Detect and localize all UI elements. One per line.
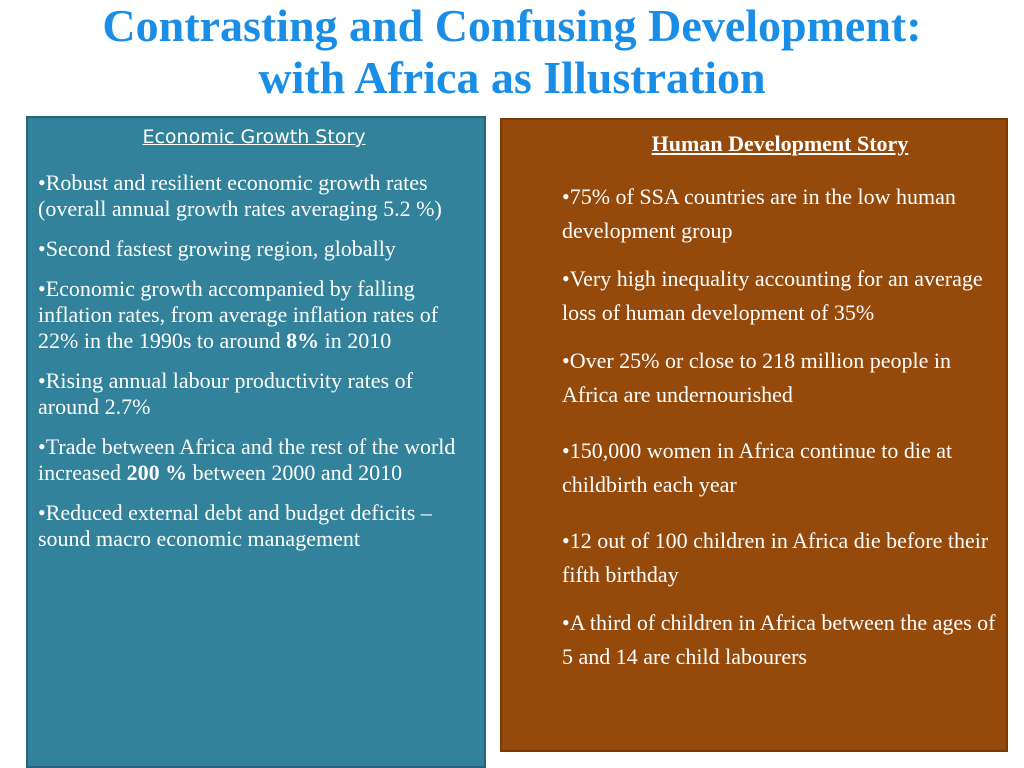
bullet-text: in 2010 — [319, 328, 392, 353]
bullet-emphasis: 200 % — [126, 460, 188, 485]
human-development-bullet: •Over 25% or close to 218 million people… — [562, 348, 951, 407]
human-development-bullet: •A third of children in Africa between t… — [562, 610, 996, 669]
slide-title: Contrasting and Confusing Development: w… — [0, 0, 1024, 104]
slide-title-line-1: Contrasting and Confusing Development: — [102, 0, 922, 51]
economic-growth-bullet: •Economic growth accompanied by falling … — [38, 276, 470, 354]
human-development-bullet: •75% of SSA countries are in the low hum… — [562, 184, 956, 243]
economic-growth-heading: Economic Growth Story — [142, 126, 366, 148]
human-development-bullets: •75% of SSA countries are in the low hum… — [562, 180, 998, 674]
economic-growth-bullet: •Second fastest growing region, globally — [38, 236, 396, 261]
economic-growth-bullet: •Reduced external debt and budget defici… — [38, 500, 432, 551]
economic-growth-bullets: •Robust and resilient economic growth ra… — [38, 170, 470, 552]
economic-growth-bullet: •Trade between Africa and the rest of th… — [38, 434, 470, 486]
economic-growth-bullet: •Robust and resilient economic growth ra… — [38, 170, 442, 221]
human-development-panel: Human Development Story •75% of SSA coun… — [500, 118, 1008, 752]
human-development-bullet: •150,000 women in Africa continue to die… — [562, 438, 953, 497]
human-development-heading: Human Development Story — [651, 131, 909, 156]
bullet-text: •Trade between Africa and the rest of th… — [38, 434, 456, 485]
economic-growth-bullet: •Rising annual labour productivity rates… — [38, 368, 413, 419]
bullet-text: •Economic growth accompanied by falling … — [38, 276, 439, 353]
slide-title-line-2: with Africa as Illustration — [258, 52, 766, 103]
human-development-bullet: •12 out of 100 children in Africa die be… — [562, 528, 989, 587]
bullet-text: between 2000 and 2010 — [187, 460, 403, 485]
economic-growth-panel: Economic Growth Story •Robust and resili… — [26, 116, 486, 768]
bullet-emphasis: 8% — [286, 328, 320, 353]
human-development-bullet: •Very high inequality accounting for an … — [562, 266, 983, 325]
